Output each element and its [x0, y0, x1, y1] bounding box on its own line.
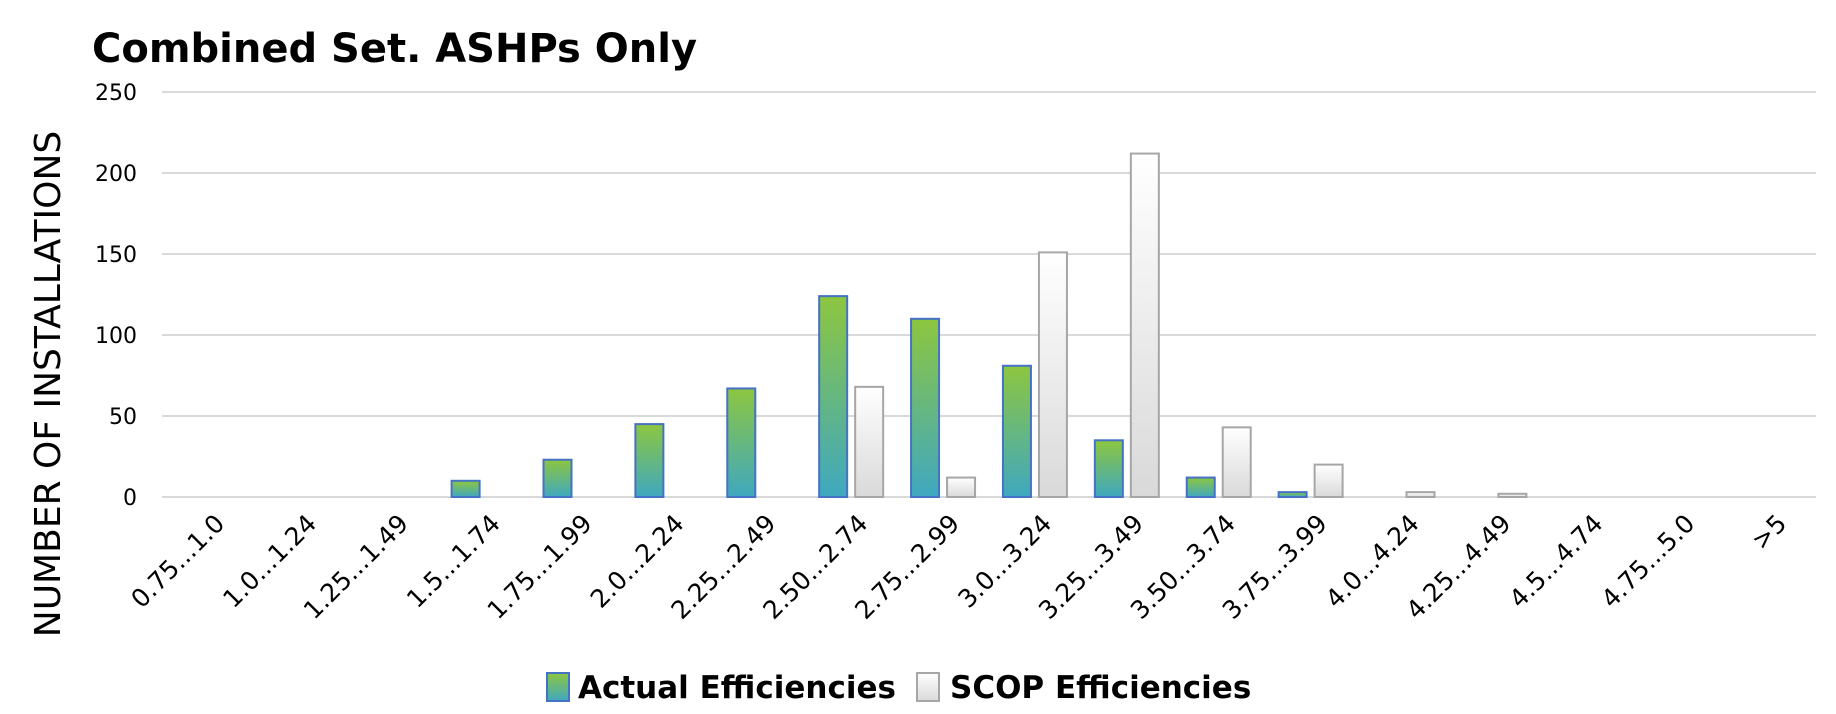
bar-actual-4: [542, 458, 573, 498]
y-tick-label: 100: [95, 324, 137, 349]
x-tick-label: 0.75...1.0: [125, 509, 230, 614]
bar-scop-12: [1313, 463, 1344, 499]
y-tick-labels: 0 50 100 150 200 250: [95, 81, 137, 511]
y-axis-label: NUMBER OF INSTALLATIONS: [28, 131, 69, 637]
y-tick-label: 0: [123, 486, 137, 511]
x-tick-labels: 0.75...1.01.0...1.241.25...1.491.5...1.7…: [125, 509, 1792, 625]
bar-actual-8: [910, 317, 941, 498]
chart-title: Combined Set. ASHPs Only: [92, 26, 697, 72]
gridlines: [162, 91, 1816, 498]
legend-item-scop[interactable]: SCOP Efficiencies: [916, 670, 1251, 706]
bar-scop-7: [854, 385, 885, 498]
bar-scop-9: [1037, 251, 1068, 498]
y-tick-label: 200: [95, 162, 137, 187]
y-tick-label: 150: [95, 243, 137, 268]
bar-scop-14: [1497, 492, 1528, 499]
bar-actual-9: [1001, 364, 1032, 498]
legend-swatch-actual: [546, 672, 570, 702]
bar-scop-10: [1129, 152, 1160, 498]
bars: [450, 152, 1528, 499]
x-tick-label: 4.75...5.0: [1596, 509, 1701, 614]
bar-scop-11: [1221, 426, 1252, 498]
x-tick-label: 4.5...4.74: [1504, 509, 1609, 614]
y-tick-label: 50: [109, 405, 137, 430]
bar-actual-7: [818, 295, 849, 498]
legend: Actual Efficiencies SCOP Efficiencies: [546, 670, 1251, 706]
y-tick-label: 250: [95, 81, 137, 106]
bar-actual-11: [1185, 476, 1216, 498]
bar-actual-5: [634, 423, 665, 499]
bar-scop-8: [946, 476, 977, 498]
bar-actual-6: [726, 387, 757, 498]
bar-scop-13: [1405, 491, 1436, 499]
legend-item-actual[interactable]: Actual Efficiencies: [546, 670, 896, 706]
bar-actual-3: [450, 479, 481, 498]
bar-actual-10: [1093, 439, 1124, 498]
legend-label-actual: Actual Efficiencies: [578, 670, 896, 706]
x-tick-label: >5: [1746, 509, 1793, 556]
legend-label-scop: SCOP Efficiencies: [950, 670, 1251, 706]
bar-actual-12: [1277, 491, 1308, 499]
legend-swatch-scop: [916, 672, 940, 702]
